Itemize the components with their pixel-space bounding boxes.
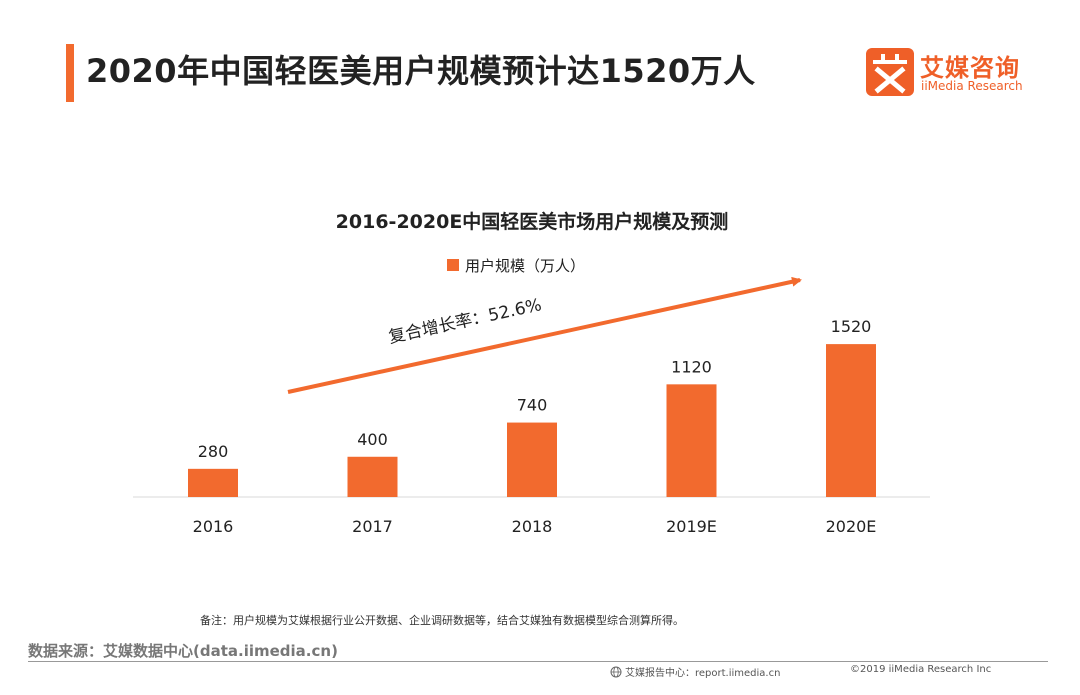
brand-mark-icon bbox=[866, 48, 914, 96]
globe-icon bbox=[610, 666, 622, 677]
data-label-2018: 740 bbox=[517, 396, 548, 415]
x-tick-label-2016: 2016 bbox=[193, 517, 234, 536]
x-tick-label-2019E: 2019E bbox=[666, 517, 717, 536]
brand-name-cn: 艾媒咨询 bbox=[920, 54, 1020, 82]
data-label-2016: 280 bbox=[198, 442, 229, 461]
growth-trend-arrow bbox=[287, 276, 802, 394]
data-label-2019E: 1120 bbox=[671, 357, 712, 376]
brand-name-en: iiMedia Research bbox=[921, 79, 1023, 93]
brand-logo: 艾媒咨询 iiMedia Research bbox=[866, 48, 1046, 98]
x-tick-label-2018: 2018 bbox=[512, 517, 553, 536]
data-label-2017: 400 bbox=[357, 430, 388, 449]
x-tick-label-2017: 2017 bbox=[352, 517, 393, 536]
report-center: 艾媒报告中心：report.iimedia.cn bbox=[610, 664, 780, 679]
bar-2017 bbox=[347, 456, 398, 497]
bar-2020E bbox=[826, 344, 876, 497]
legend-label: 用户规模（万人） bbox=[465, 257, 585, 275]
bar-2018 bbox=[507, 422, 557, 497]
chart-title: 2016-2020E中国轻医美市场用户规模及预测 bbox=[336, 210, 729, 233]
data-label-2020E: 1520 bbox=[831, 317, 872, 336]
footer-divider bbox=[28, 661, 1048, 662]
report-center-text: 艾媒报告中心：report.iimedia.cn bbox=[625, 668, 781, 679]
page-title: 2020年中国轻医美用户规模预计达1520万人 bbox=[86, 52, 756, 90]
bar-2019E bbox=[666, 384, 717, 497]
copyright: ©2019 iiMedia Research Inc bbox=[850, 664, 992, 675]
title-accent-bar bbox=[66, 44, 74, 102]
bar-2016 bbox=[188, 468, 238, 497]
x-tick-label-2020E: 2020E bbox=[826, 517, 877, 536]
legend-swatch bbox=[447, 259, 459, 271]
bar-chart: 2016-2020E中国轻医美市场用户规模及预测 用户规模（万人） 复合增长率：… bbox=[133, 210, 930, 536]
footnote: 备注：用户规模为艾媒根据行业公开数据、企业调研数据等，结合艾媒独有数据模型综合测… bbox=[200, 614, 684, 627]
data-source: 数据来源：艾媒数据中心(data.iimedia.cn) bbox=[28, 642, 338, 660]
